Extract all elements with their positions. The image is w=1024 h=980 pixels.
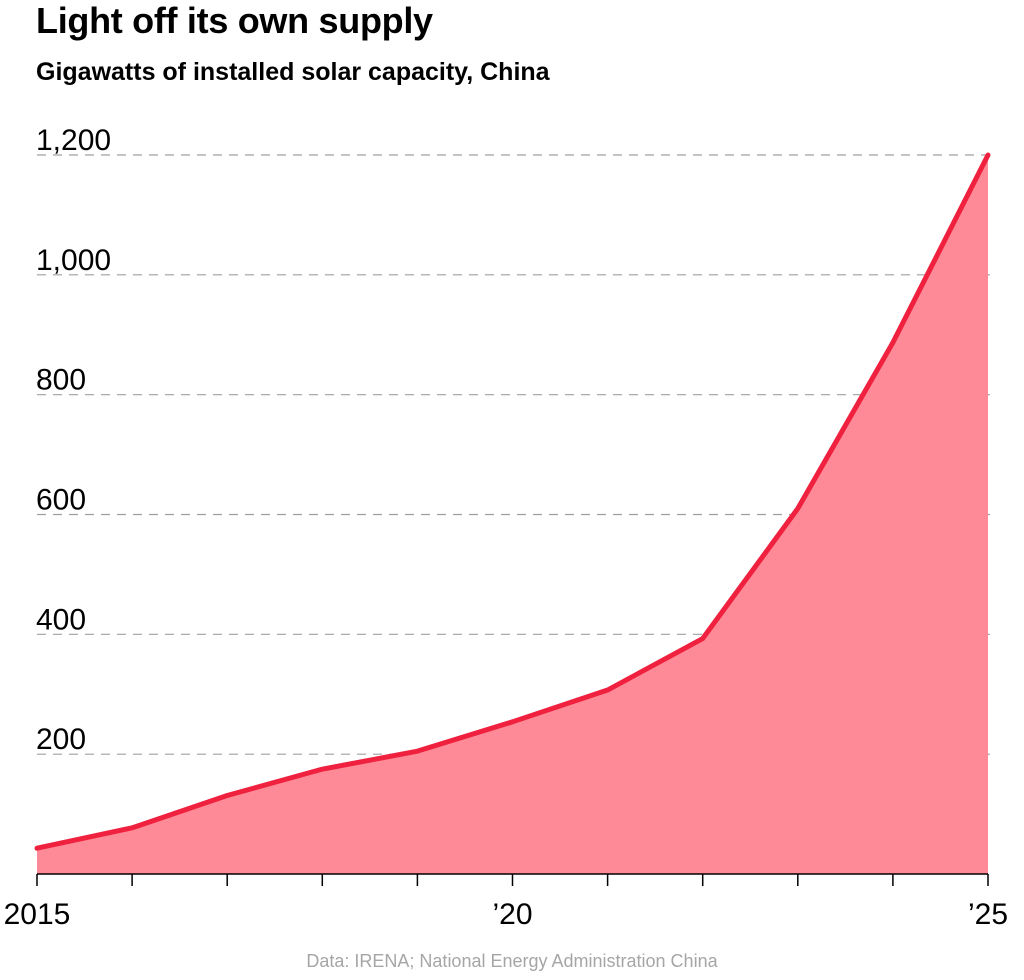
source-note: Data: IRENA; National Energy Administrat…	[306, 951, 718, 971]
solar-capacity-area-chart: 200 400 600 800 1,000 1,200 2015 ’20 ’25	[4, 124, 1008, 931]
x-tick-label: ’20	[492, 898, 532, 931]
y-tick-label: 1,000	[36, 244, 111, 277]
plot-area	[34, 152, 991, 874]
x-tick-label: ’25	[968, 898, 1008, 931]
y-tick-label: 400	[36, 603, 86, 636]
series-line	[34, 152, 991, 851]
y-tick-label: 600	[36, 484, 86, 517]
chart-title: Light off its own supply	[36, 0, 433, 41]
y-tick-label: 800	[36, 364, 86, 397]
x-tick-label: 2015	[4, 898, 71, 931]
chart-subtitle: Gigawatts of installed solar capacity, C…	[36, 58, 550, 86]
y-tick-label: 200	[36, 723, 86, 756]
y-tick-label: 1,200	[36, 124, 111, 157]
series-area-fill	[37, 155, 988, 874]
x-axis	[36, 873, 989, 886]
tick-labels: 200 400 600 800 1,000 1,200 2015 ’20 ’25	[4, 124, 1008, 931]
